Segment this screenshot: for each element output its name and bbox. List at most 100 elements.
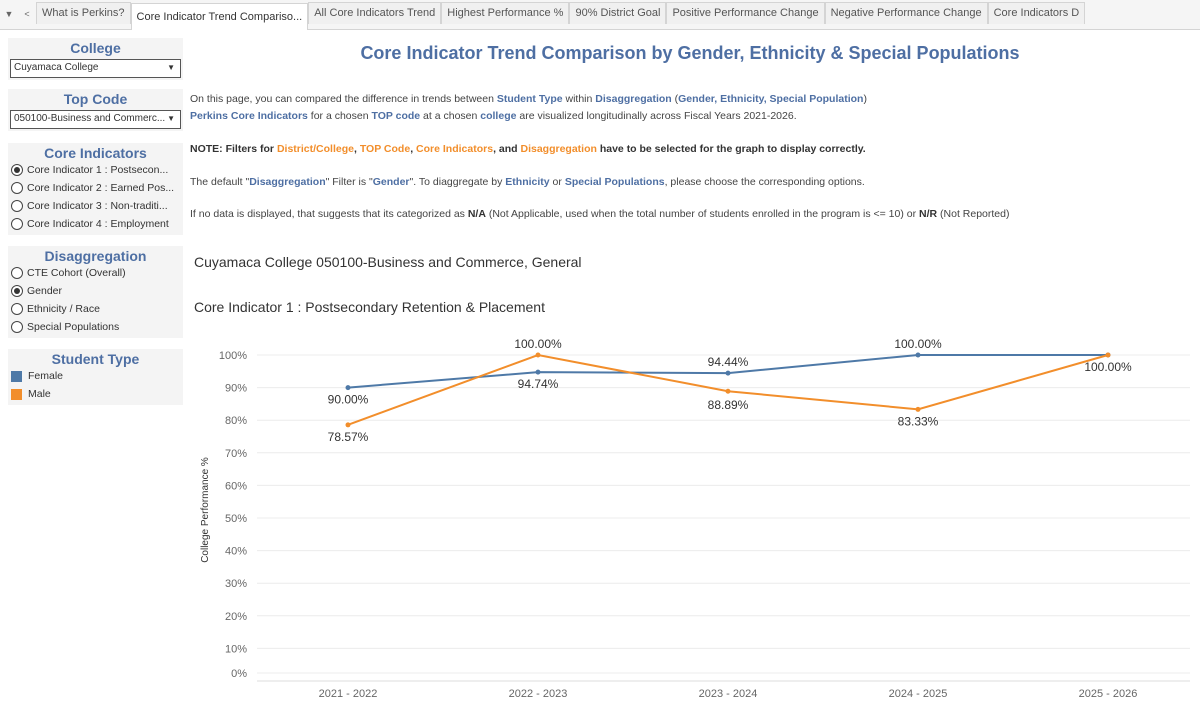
text-segment: Disaggregation: [249, 176, 326, 188]
text-segment: Ethnicity: [505, 176, 550, 188]
core_indicators-option[interactable]: Core Indicator 2 : Earned Pos...: [8, 179, 183, 197]
y-tick-label: 70%: [225, 448, 247, 460]
radio-button-icon: [11, 285, 23, 297]
data-label: 88.89%: [708, 398, 749, 412]
tab-0[interactable]: What is Perkins?: [36, 2, 131, 24]
x-tick-label: 2024 - 2025: [889, 688, 948, 700]
text-segment: NOTE: Filters for: [190, 143, 277, 155]
top-code-filter: Top Code 050100-Business and Commerc... ▼: [8, 89, 183, 131]
top-code-dropdown[interactable]: 050100-Business and Commerc... ▼: [10, 110, 181, 129]
tabs-menu-icon[interactable]: ▼: [4, 9, 14, 19]
y-tick-label: 20%: [225, 611, 247, 623]
core_indicators-option[interactable]: Core Indicator 1 : Postsecon...: [8, 161, 183, 179]
y-tick-label: 100%: [219, 350, 247, 362]
text-segment: (Not Applicable, used when the total num…: [485, 208, 920, 220]
legend-label: Male: [28, 388, 51, 400]
radio-button-icon: [11, 303, 23, 315]
radio-button-icon: [11, 182, 23, 194]
no-data-text: If no data is displayed, that suggests t…: [190, 206, 1010, 223]
core_indicators-option[interactable]: Core Indicator 3 : Non-traditi...: [8, 197, 183, 215]
text-segment: or: [549, 176, 565, 188]
college-filter-title: College: [70, 40, 121, 56]
legend-label: Female: [28, 370, 64, 382]
y-tick-label: 50%: [225, 513, 247, 525]
text-segment: (: [671, 93, 679, 105]
option-label: Core Indicator 1 : Postsecon...: [27, 164, 169, 176]
x-tick-label: 2025 - 2026: [1079, 688, 1138, 700]
option-label: Ethnicity / Race: [27, 303, 100, 315]
text-segment: N/A: [467, 208, 486, 220]
disaggregation-option[interactable]: Special Populations: [8, 318, 183, 336]
data-label: 100.00%: [514, 337, 562, 351]
text-segment: Disaggregation: [595, 93, 672, 105]
text-segment: have to be selected for the graph to dis…: [596, 143, 866, 155]
disaggregation-filter: Disaggregation CTE Cohort (Overall) Gende…: [8, 246, 183, 338]
text-segment: On this page, you can compared the diffe…: [190, 93, 497, 105]
dropdown-arrow-icon: ▼: [167, 114, 175, 123]
data-point: [915, 406, 921, 412]
y-tick-label: 60%: [225, 480, 247, 492]
x-tick-label: 2022 - 2023: [509, 688, 568, 700]
text-segment: Special Populations: [564, 176, 665, 188]
text-segment: are visualized longitudinally across Fis…: [516, 110, 797, 122]
core_indicators-option[interactable]: Core Indicator 4 : Employment: [8, 215, 183, 233]
college-filter: College Cuyamaca College ▼: [8, 38, 183, 80]
legend-item[interactable]: Male: [8, 385, 183, 403]
data-label: 94.74%: [518, 377, 559, 391]
x-tick-label: 2023 - 2024: [699, 688, 758, 700]
top-code-value: 050100-Business and Commerc...: [14, 113, 166, 124]
default-filter-text: The default "Disaggregation" Filter is "…: [190, 174, 865, 191]
tabs-scroll-left-icon[interactable]: <: [24, 9, 30, 19]
text-segment: , please choose the corresponding option…: [664, 176, 865, 188]
college-dropdown[interactable]: Cuyamaca College ▼: [10, 59, 181, 78]
disaggregation-option[interactable]: CTE Cohort (Overall): [8, 264, 183, 282]
text-segment: Student Type: [496, 93, 563, 105]
text-segment: for a chosen: [307, 110, 372, 122]
text-segment: college: [480, 110, 517, 122]
y-tick-label: 90%: [225, 383, 247, 395]
data-point: [1105, 352, 1111, 358]
tab-3[interactable]: Highest Performance %: [441, 2, 570, 24]
text-segment: ,: [353, 143, 360, 155]
tab-1[interactable]: Core Indicator Trend Compariso...: [130, 3, 309, 30]
data-point: [1105, 352, 1111, 358]
student-type-title: Student Type: [51, 351, 140, 367]
text-segment: ". To diaggregate by: [409, 176, 506, 188]
tab-4[interactable]: 90% District Goal: [569, 2, 667, 24]
text-segment: ): [863, 93, 867, 105]
tab-5[interactable]: Positive Performance Change: [666, 2, 825, 24]
data-point: [345, 422, 351, 428]
data-point: [725, 388, 731, 394]
radio-button-icon: [11, 267, 23, 279]
text-segment: within: [562, 93, 596, 105]
x-tick-label: 2021 - 2022: [319, 688, 378, 700]
tab-2[interactable]: All Core Indicators Trend: [308, 2, 442, 24]
data-point: [915, 352, 921, 358]
y-tick-label: 80%: [225, 415, 247, 427]
text-segment: Perkins Core Indicators: [190, 110, 308, 122]
radio-button-icon: [11, 321, 23, 333]
text-segment: " Filter is ": [325, 176, 373, 188]
legend-swatch-icon: [11, 388, 22, 400]
intro-line-1: On this page, you can compared the diffe…: [190, 91, 867, 108]
series-line-male: [347, 353, 1109, 426]
y-tick-label: 30%: [225, 578, 247, 590]
tab-7[interactable]: Core Indicators D: [987, 2, 1086, 24]
data-point: [535, 369, 541, 375]
text-segment: N/R: [919, 208, 938, 220]
top-code-filter-title: Top Code: [63, 91, 128, 107]
text-segment: , and: [493, 143, 521, 155]
text-segment: ,: [410, 143, 417, 155]
tab-6[interactable]: Negative Performance Change: [824, 2, 988, 24]
data-point: [725, 370, 731, 376]
option-label: Special Populations: [27, 321, 120, 333]
option-label: Gender: [27, 285, 63, 297]
disaggregation-option[interactable]: Ethnicity / Race: [8, 300, 183, 318]
option-label: CTE Cohort (Overall): [27, 267, 126, 279]
series-line-female: [347, 354, 1108, 389]
legend-item[interactable]: Female: [8, 367, 183, 385]
intro-line-2: Perkins Core Indicators for a chosen TOP…: [190, 108, 797, 125]
disaggregation-option[interactable]: Gender: [8, 282, 183, 300]
text-segment: If no data is displayed, that suggests t…: [190, 208, 468, 220]
legend-swatch-icon: [11, 370, 22, 382]
